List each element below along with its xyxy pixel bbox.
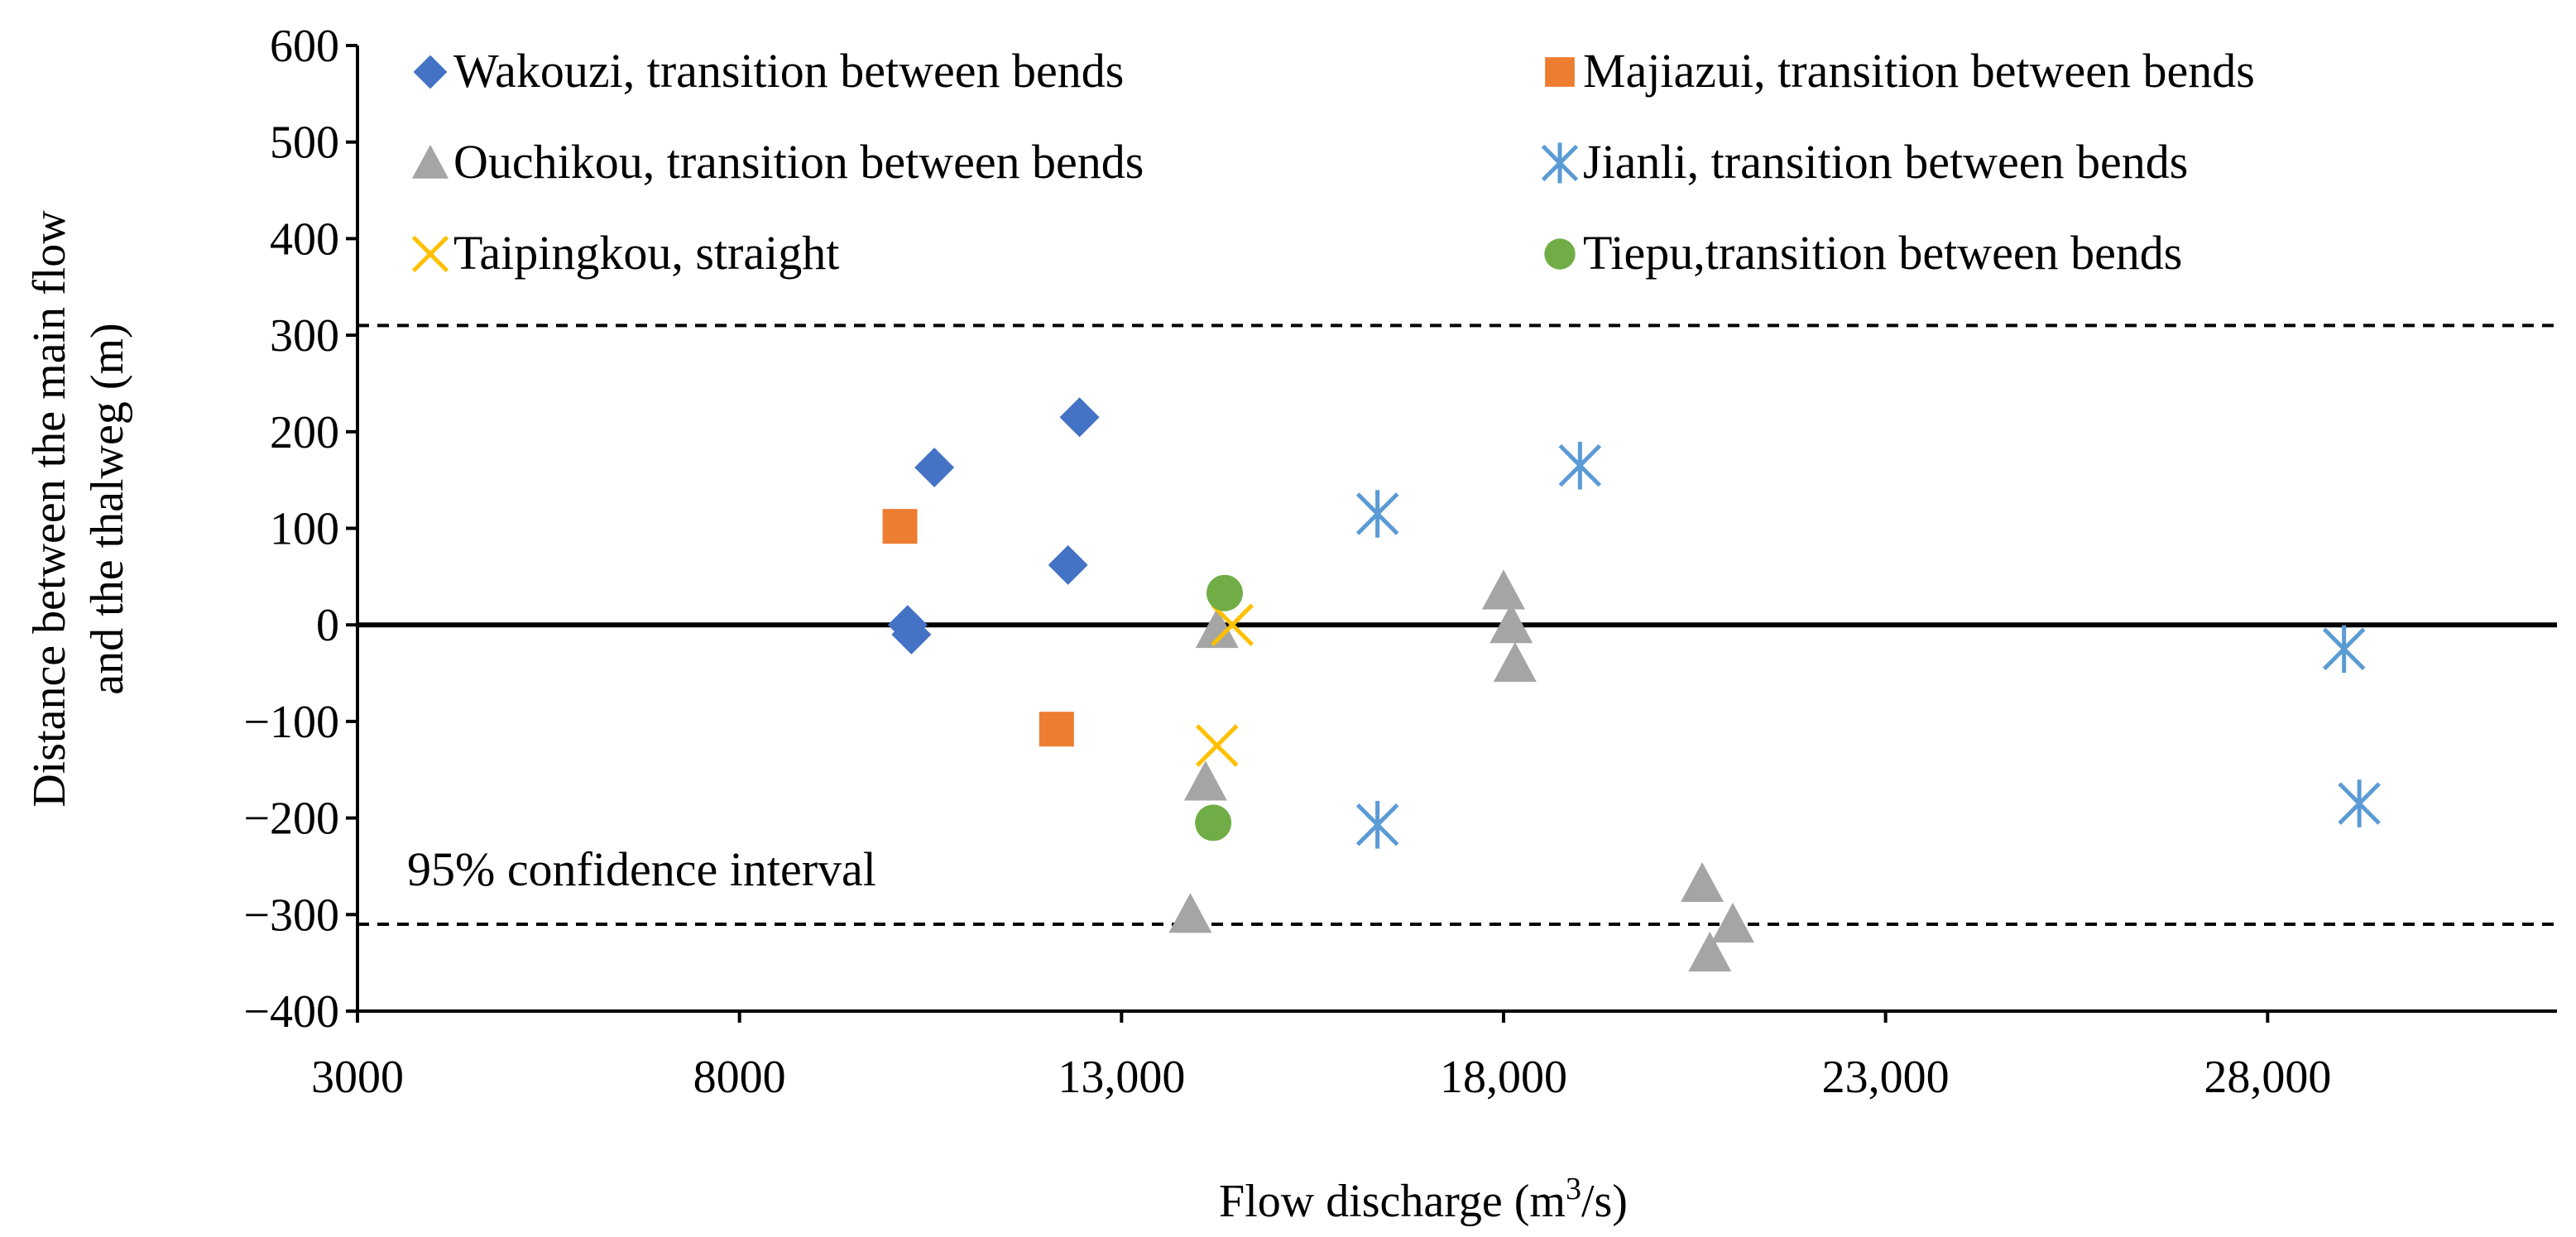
data-point-triangle-2-2 (1195, 608, 1239, 649)
confidence-interval-label: 95% confidence interval (407, 842, 876, 896)
y-tick-label: 600 (270, 21, 339, 72)
data-point-asterisk-3-0 (1355, 490, 1399, 538)
x-tick-label: 18,000 (1440, 1052, 1567, 1103)
data-point-triangle-2-3 (1482, 569, 1525, 610)
data-point-x-4-1 (1211, 603, 1254, 646)
data-point-triangle-2-6 (1681, 861, 1725, 903)
data-point-x-4-0 (1195, 724, 1239, 767)
x-tick-label: 23,000 (1822, 1052, 1950, 1103)
data-point-asterisk-3-3 (2322, 625, 2366, 674)
legend-marker-5 (1544, 238, 1576, 270)
legend-marker-2 (411, 144, 449, 179)
legend-marker-0 (413, 55, 448, 89)
data-point-triangle-2-0 (1168, 893, 1212, 933)
y-tick-label: 0 (316, 600, 339, 651)
data-point-square-1-1 (1039, 712, 1074, 747)
x-tick-label: 3000 (311, 1052, 404, 1103)
data-point-asterisk-3-4 (2338, 779, 2381, 827)
y-tick-label: 300 (270, 310, 339, 362)
data-point-triangle-2-5 (1493, 641, 1537, 682)
y-tick-label: −400 (243, 986, 339, 1038)
data-point-triangle-2-8 (1711, 902, 1754, 943)
y-tick-label: 500 (270, 117, 339, 169)
data-point-diamond-0-4 (1059, 397, 1100, 438)
legend-marker-1 (1545, 57, 1575, 87)
data-point-triangle-2-1 (1183, 760, 1227, 801)
y-tick-label: 200 (270, 407, 339, 458)
data-point-diamond-0-1 (891, 614, 932, 654)
data-point-asterisk-3-1 (1355, 800, 1399, 849)
legend-label: Taipingkou, straight (453, 226, 839, 280)
legend-label: Wakouzi, transition between bends (453, 44, 1124, 98)
y-axis-label-line2: and the thalweg (m) (82, 323, 133, 694)
data-point-circle-5-0 (1195, 804, 1232, 841)
y-tick-label: 400 (270, 213, 339, 265)
legend-label: Ouchikou, transition between bends (453, 135, 1144, 189)
legend-label: Jianli, transition between bends (1583, 135, 2188, 189)
y-tick-label: −100 (243, 697, 339, 748)
data-point-asterisk-3-2 (1558, 441, 1602, 490)
x-tick-label: 13,000 (1058, 1052, 1185, 1103)
x-axis-label: Flow discharge (m3/s) (1219, 1172, 1628, 1227)
x-tick-label: 8000 (693, 1052, 786, 1103)
x-tick-label: 28,000 (2204, 1052, 2331, 1103)
legend-marker-4 (411, 235, 449, 273)
y-tick-label: −200 (243, 794, 339, 845)
y-axis-label-line1: Distance between the main flow (24, 210, 75, 808)
data-point-diamond-0-2 (914, 447, 955, 487)
data-point-square-1-0 (882, 509, 918, 544)
y-tick-label: 100 (270, 504, 339, 555)
data-point-circle-5-1 (1206, 574, 1243, 611)
y-tick-label: −300 (243, 889, 339, 941)
data-point-triangle-2-7 (1688, 931, 1732, 972)
data-point-diamond-0-3 (1048, 544, 1088, 585)
data-point-triangle-2-4 (1489, 603, 1533, 644)
legend-marker-3 (1541, 142, 1579, 184)
legend-label: Majiazui, transition between bends (1583, 44, 2255, 98)
legend-label: Tiepu,transition between bends (1583, 226, 2182, 280)
